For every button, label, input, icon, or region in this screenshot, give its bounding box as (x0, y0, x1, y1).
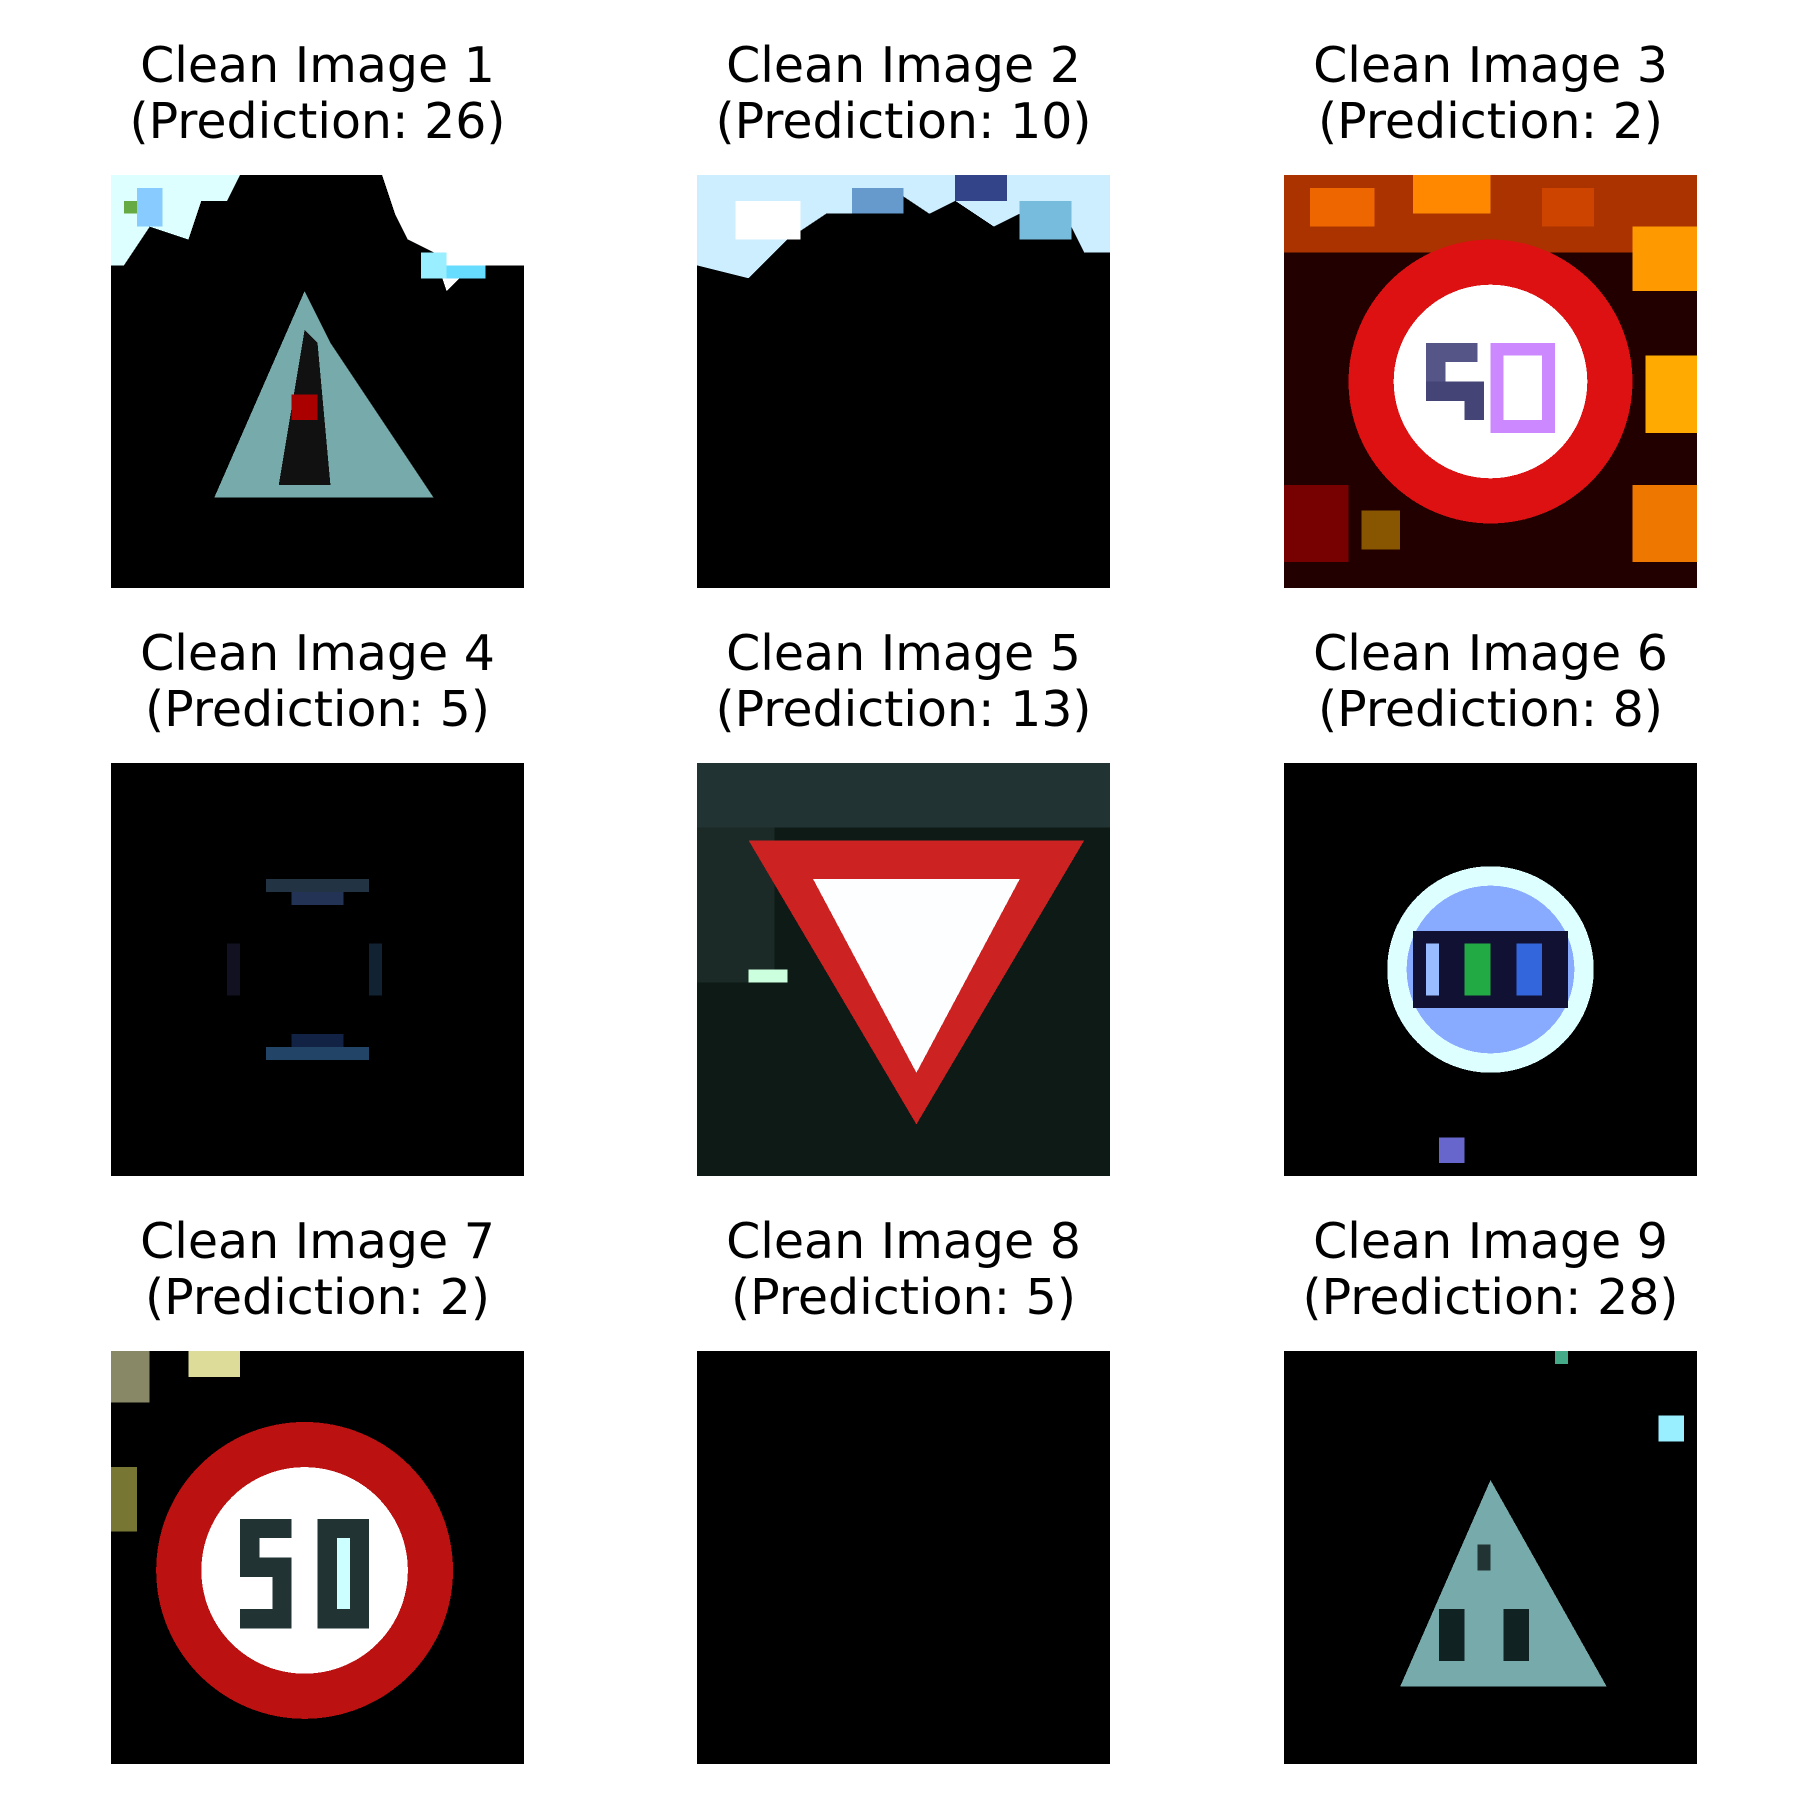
panel-title-line2: (Prediction: 28) (1302, 1269, 1679, 1326)
traffic-sign-image-6 (1284, 763, 1697, 1176)
panel-title-line2: (Prediction: 13) (715, 681, 1092, 738)
panel-title: Clean Image 9 (Prediction: 28) (1284, 1214, 1697, 1334)
panel-title: Clean Image 5 (Prediction: 13) (697, 626, 1110, 746)
traffic-sign-image-4 (111, 763, 524, 1176)
panel-title: Clean Image 8 (Prediction: 5) (697, 1214, 1110, 1334)
panel-title-line1: Clean Image 2 (726, 37, 1081, 94)
panel-title-line1: Clean Image 7 (140, 1213, 495, 1270)
panel-title-line2: (Prediction: 5) (145, 681, 490, 738)
panel-title-line1: Clean Image 4 (140, 625, 495, 682)
panel-title: Clean Image 2 (Prediction: 10) (697, 38, 1110, 158)
panel-title-line1: Clean Image 1 (140, 37, 495, 94)
panel-title-line1: Clean Image 3 (1313, 37, 1668, 94)
panel-title: Clean Image 6 (Prediction: 8) (1284, 626, 1697, 746)
traffic-sign-image-1 (111, 175, 524, 588)
panel-title-line2: (Prediction: 2) (145, 1269, 490, 1326)
panel-title: Clean Image 7 (Prediction: 2) (111, 1214, 524, 1334)
panel-title-line1: Clean Image 9 (1313, 1213, 1668, 1270)
panel-title: Clean Image 1 (Prediction: 26) (111, 38, 524, 158)
panel-title-line1: Clean Image 5 (726, 625, 1081, 682)
panel-title-line2: (Prediction: 2) (1318, 93, 1663, 150)
traffic-sign-image-7 (111, 1351, 524, 1764)
panel-title-line2: (Prediction: 10) (715, 93, 1092, 150)
panel-title-line2: (Prediction: 8) (1318, 681, 1663, 738)
traffic-sign-image-2 (697, 175, 1110, 588)
panel-title: Clean Image 4 (Prediction: 5) (111, 626, 524, 746)
panel-title-line1: Clean Image 8 (726, 1213, 1081, 1270)
panel-title-line2: (Prediction: 26) (129, 93, 506, 150)
traffic-sign-image-5 (697, 763, 1110, 1176)
traffic-sign-image-8 (697, 1351, 1110, 1764)
panel-title-line2: (Prediction: 5) (731, 1269, 1076, 1326)
panel-title: Clean Image 3 (Prediction: 2) (1284, 38, 1697, 158)
traffic-sign-image-3 (1284, 175, 1697, 588)
panel-title-line1: Clean Image 6 (1313, 625, 1668, 682)
traffic-sign-image-9 (1284, 1351, 1697, 1764)
